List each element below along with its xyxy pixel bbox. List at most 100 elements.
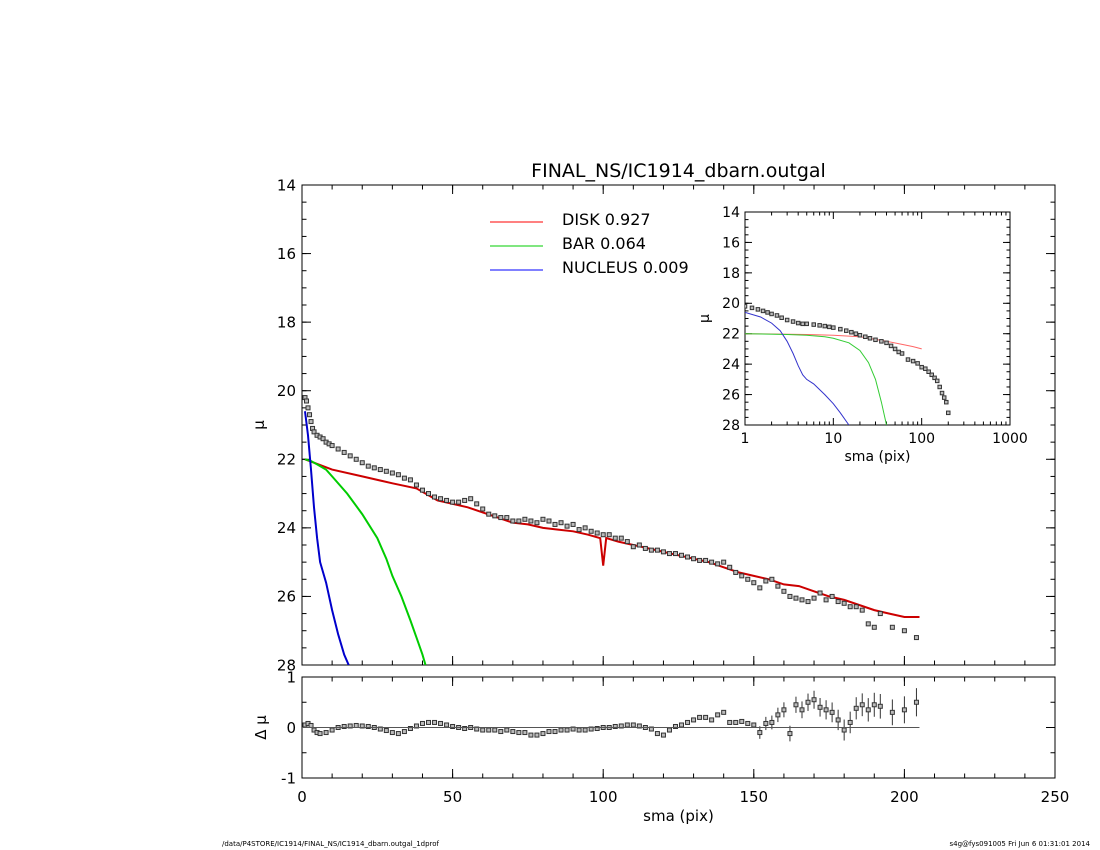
main-point [757,585,763,591]
main-point [679,552,685,558]
main-point [660,549,666,555]
residual-point [672,723,678,729]
residual-point [769,719,775,725]
main-point [847,604,853,610]
residual-point [745,720,751,726]
residual-point [341,723,347,729]
residual-xlabel: sma (pix) [643,807,714,825]
main-point [787,593,793,599]
residual-point [498,729,504,735]
main-point [305,405,311,411]
main-line-nucleus [304,411,350,665]
inset-point [923,366,928,371]
main-point [811,595,817,601]
residual-point [480,727,486,733]
residual-point [389,730,395,736]
inset-plot-area [745,304,951,425]
residual-point [805,699,811,705]
residual-point [847,719,853,725]
inset-point [817,323,822,328]
main-point [510,518,516,524]
residual-point [811,697,817,703]
residual-point [691,717,697,723]
residual-point [426,719,432,725]
inset-line-nucleus [745,311,850,425]
inset-line-bar [745,333,887,425]
residual-point [552,729,558,735]
main-point [841,600,847,606]
inset-xtick-label: 1 [741,431,750,447]
residual-xtick-label: 50 [443,788,462,806]
main-point [341,449,347,455]
main-point [829,593,835,599]
inset-point [774,313,780,318]
main-point [739,573,745,579]
main-point [606,532,612,538]
residual-point [901,707,907,713]
main-point [498,515,504,521]
inset-point [804,321,809,327]
main-point [438,496,444,502]
inset-point [919,364,924,370]
residual-ytick-label: -1 [281,769,296,787]
main-point [871,624,877,630]
residual-point [817,704,823,710]
main-point [365,463,371,469]
residual-point [329,727,335,733]
inset-ytick-label: 18 [722,266,740,282]
main-point [419,487,425,493]
main-point [666,551,672,557]
inset-point [934,378,940,384]
main-point [859,607,865,613]
residual-point [558,727,564,733]
main-line-bar [304,458,427,665]
main-point [600,532,606,538]
inset-point [843,328,849,333]
main-point [769,576,775,582]
main-point [691,556,697,562]
residual-point [317,731,323,737]
residual-point [624,722,630,728]
main-point [552,521,558,527]
legend: DISK 0.927 BAR 0.064 NUCLEUS 0.009 [490,210,689,277]
legend-label-disk: DISK 0.927 [562,210,651,229]
inset-point [795,320,801,326]
inset-point [892,346,898,352]
residual-point [793,702,799,708]
residual-point [654,731,660,737]
inset-point [838,326,843,332]
residual-point [353,722,359,728]
main-point [775,583,781,589]
main-point [727,564,733,570]
inset-xtick-label: 10 [824,431,842,447]
main-point [540,516,546,522]
chart-title: FINAL_NS/IC1914_dbarn.outgal [531,160,826,182]
main-point [456,499,462,505]
main-point [307,412,313,418]
inset-point [932,375,937,381]
main-point [576,527,582,533]
main-point [474,501,480,507]
residual-point [799,707,805,713]
inset-point [822,323,828,329]
inset-point [769,311,774,317]
residual-point [546,729,552,735]
main-point [799,597,805,603]
main-point [389,470,395,476]
inset-point [827,324,832,330]
residual-point [823,707,829,713]
residual-point [492,727,498,733]
main-point [582,525,588,531]
inset-point [905,357,911,362]
main-point [636,542,642,548]
residual-point [630,722,636,728]
inset-ytick-label: 28 [722,418,740,434]
residual-ytick-label: 0 [286,719,296,737]
main-point [468,496,474,502]
inset-point [946,410,951,416]
residual-point [540,731,546,737]
main-point [377,467,383,473]
inset-point [867,336,873,341]
inset-point [939,390,945,396]
inset-point [784,317,790,323]
